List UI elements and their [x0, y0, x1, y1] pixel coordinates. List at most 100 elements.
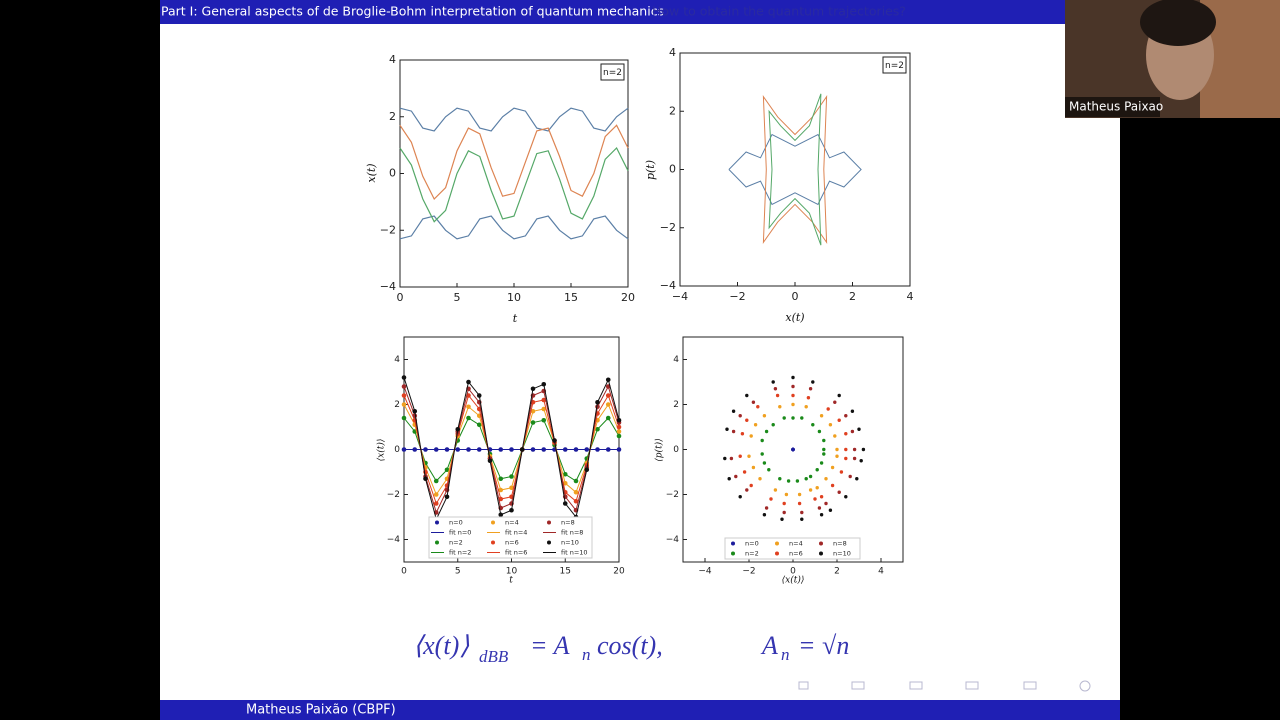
formula-left-sub: dBB: [479, 647, 509, 666]
legend-swatch: [819, 551, 823, 556]
x-tick-label: 0: [792, 290, 799, 303]
data-point: [844, 447, 848, 452]
data-point: [725, 427, 729, 431]
legend-box: [724, 537, 861, 560]
series-line: [403, 417, 620, 482]
data-point: [773, 387, 778, 391]
data-point: [824, 477, 828, 481]
legend-swatch: [731, 541, 735, 546]
data-point: [850, 409, 855, 413]
data-point: [738, 414, 742, 418]
y-tick-label: −4: [660, 279, 676, 292]
y-tick-label: 2: [673, 400, 679, 410]
legend-swatch: [491, 520, 495, 525]
nav-icons: [798, 680, 1091, 692]
data-point: [848, 474, 852, 479]
data-point: [791, 416, 795, 420]
y-tick-label: 4: [673, 355, 679, 365]
data-point: [828, 423, 833, 427]
legend-label: n=4: [789, 540, 803, 548]
data-point: [775, 393, 780, 398]
data-point: [731, 429, 736, 434]
x-tick-label: 10: [507, 291, 521, 304]
data-point: [747, 454, 751, 458]
video-label-bg: [1065, 97, 1160, 117]
data-point: [804, 405, 808, 409]
video-name: Matheus Paixao: [1069, 100, 1163, 114]
data-point: [817, 429, 822, 434]
data-point: [742, 470, 747, 474]
data-point: [738, 495, 742, 499]
legend-label: n=10: [561, 539, 579, 547]
data-point: [762, 414, 767, 418]
legend-swatch: [547, 520, 551, 525]
data-point: [764, 506, 769, 510]
data-point: [808, 387, 813, 391]
data-point: [819, 495, 824, 499]
data-point: [815, 486, 819, 490]
data-point: [782, 510, 786, 515]
data-point: [778, 405, 782, 409]
legend-swatch: [775, 541, 779, 546]
x-tick-label: 20: [621, 291, 635, 304]
data-point: [778, 477, 782, 481]
plot-frame: [679, 52, 911, 287]
formula: ⟨x(t)⟩ dBB = A n cos(t), A n = √n: [413, 631, 849, 666]
y-tick-label: 4: [389, 53, 396, 66]
data-point: [758, 477, 762, 481]
x-tick-label: −4: [672, 290, 688, 303]
annotation: n=2: [885, 61, 904, 71]
legend-label: n=0: [745, 540, 759, 548]
data-point: [819, 414, 824, 418]
data-point: [797, 501, 802, 506]
data-point: [795, 479, 800, 483]
data-point: [822, 447, 826, 452]
series-line: [403, 403, 620, 496]
data-point: [837, 490, 841, 494]
x-tick-label: 4: [878, 567, 884, 577]
x-tick-label: 0: [790, 567, 796, 577]
data-point: [738, 454, 742, 458]
legend-box: [428, 516, 593, 559]
legend-swatch: [547, 540, 551, 545]
data-point: [751, 465, 756, 470]
series-line: [403, 394, 620, 505]
nav-icon: [965, 681, 979, 690]
y-tick-label: 2: [394, 400, 400, 410]
x-tick-label: 0: [397, 291, 404, 304]
data-point: [734, 474, 738, 479]
data-point: [857, 427, 861, 431]
data-point: [830, 483, 835, 488]
video-hair: [1140, 0, 1216, 46]
formula-right-sub: n: [781, 645, 790, 664]
data-point: [826, 407, 830, 411]
x-tick-label: 2: [834, 567, 840, 577]
y-tick-label: −2: [660, 221, 676, 234]
y-axis-label: p(t): [644, 160, 657, 180]
legend-label: n=2: [745, 550, 759, 558]
data-point: [791, 402, 795, 407]
formula-eq: = A: [530, 631, 570, 660]
series-line: [403, 377, 620, 521]
nav-icon: [798, 681, 809, 690]
data-point: [839, 470, 844, 474]
data-point: [822, 438, 826, 443]
data-point: [745, 393, 749, 398]
x-tick-label: 4: [907, 290, 914, 303]
series-line: [399, 107, 629, 132]
series-line: [399, 146, 629, 223]
data-point: [773, 488, 778, 492]
y-tick-label: 4: [669, 46, 676, 59]
data-point: [762, 461, 767, 465]
formula-right: A: [760, 631, 778, 660]
slide: [160, 0, 1120, 720]
x-tick-label: 20: [613, 567, 625, 577]
x-axis-label: t: [513, 312, 518, 325]
x-tick-label: 10: [506, 567, 518, 577]
legend-label: n=6: [789, 550, 803, 558]
data-point: [791, 447, 795, 452]
data-point: [767, 468, 771, 472]
legend-swatch: [491, 540, 495, 545]
y-tick-label: −2: [387, 490, 400, 500]
